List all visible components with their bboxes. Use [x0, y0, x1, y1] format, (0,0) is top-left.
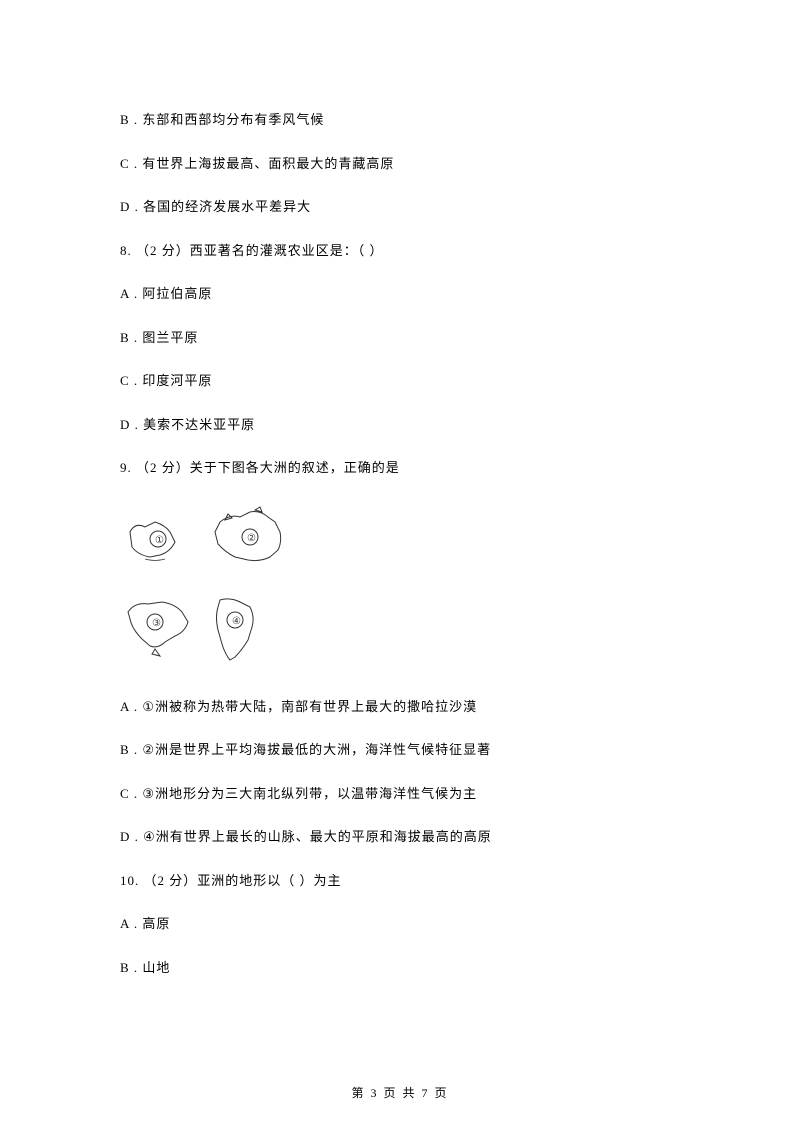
option-d-prev: D . 各国的经济发展水平差异大 — [120, 197, 680, 217]
question-8-option-b: B . 图兰平原 — [120, 328, 680, 348]
question-9-option-c: C . ③洲地形分为三大南北纵列带，以温带海洋性气候为主 — [120, 784, 680, 804]
page-footer: 第 3 页 共 7 页 — [0, 1084, 800, 1102]
map-shape-4: ④ — [200, 592, 270, 667]
question-9-option-a: A . ①洲被称为热带大陆，南部有世界上最大的撒哈拉沙漠 — [120, 697, 680, 717]
question-8-option-d: D . 美索不达米亚平原 — [120, 415, 680, 435]
question-10-option-b: B . 山地 — [120, 958, 680, 978]
question-10-option-a: A . 高原 — [120, 914, 680, 934]
label-2: ② — [247, 533, 256, 544]
question-9-option-d: D . ④洲有世界上最长的山脉、最大的平原和海拔最高的高原 — [120, 827, 680, 847]
map-shape-2: ② — [200, 502, 295, 577]
question-8-option-a: A . 阿拉伯高原 — [120, 284, 680, 304]
question-9-stem: 9. （2 分）关于下图各大洲的叙述，正确的是 — [120, 458, 680, 478]
option-b-prev: B . 东部和西部均分布有季风气候 — [120, 110, 680, 130]
label-4: ④ — [232, 616, 241, 627]
question-9-option-b: B . ②洲是世界上平均海拔最低的大洲，海洋性气候特征显著 — [120, 740, 680, 760]
option-c-prev: C . 有世界上海拔最高、面积最大的青藏高原 — [120, 154, 680, 174]
label-1: ① — [155, 535, 164, 546]
map-shape-1: ① — [120, 507, 200, 572]
question-10-stem: 10. （2 分）亚洲的地形以（ ）为主 — [120, 871, 680, 891]
question-9-figure: ① ② ③ ④ — [120, 502, 680, 667]
figure-row-2: ③ ④ — [120, 592, 680, 667]
question-8-stem: 8. （2 分）西亚著名的灌溉农业区是：（ ） — [120, 241, 680, 261]
label-3: ③ — [152, 618, 161, 629]
figure-row-1: ① ② — [120, 502, 680, 577]
map-shape-3: ③ — [120, 594, 200, 664]
question-8-option-c: C . 印度河平原 — [120, 371, 680, 391]
